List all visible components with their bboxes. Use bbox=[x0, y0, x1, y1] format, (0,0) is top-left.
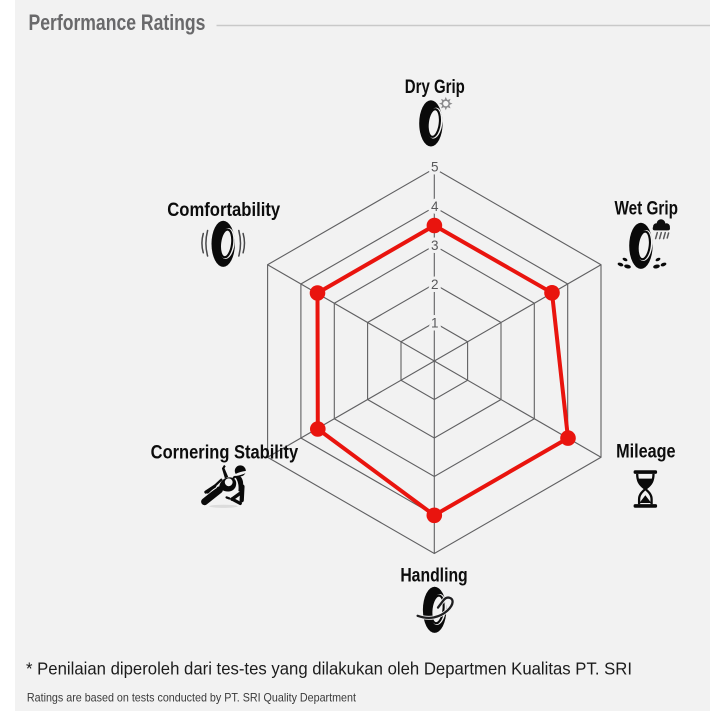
svg-text:Ratings are based on tests con: Ratings are based on tests conducted by … bbox=[27, 692, 356, 704]
svg-text:Mileage: Mileage bbox=[616, 440, 676, 462]
svg-text:* Penilaian diperoleh dari tes: * Penilaian diperoleh dari tes-tes yang … bbox=[26, 659, 632, 678]
svg-text:1: 1 bbox=[431, 315, 439, 330]
svg-text:5: 5 bbox=[431, 159, 439, 174]
svg-text:4: 4 bbox=[431, 199, 439, 214]
svg-text:Comfortability: Comfortability bbox=[167, 199, 280, 220]
svg-text:Wet Grip: Wet Grip bbox=[614, 197, 678, 219]
svg-text:Dry Grip: Dry Grip bbox=[405, 76, 465, 97]
svg-text:Handling: Handling bbox=[400, 564, 467, 586]
svg-text:2: 2 bbox=[431, 277, 439, 292]
svg-text:Performance Ratings: Performance Ratings bbox=[29, 11, 206, 35]
svg-text:Cornering Stability: Cornering Stability bbox=[151, 441, 299, 462]
svg-text:3: 3 bbox=[431, 238, 439, 253]
